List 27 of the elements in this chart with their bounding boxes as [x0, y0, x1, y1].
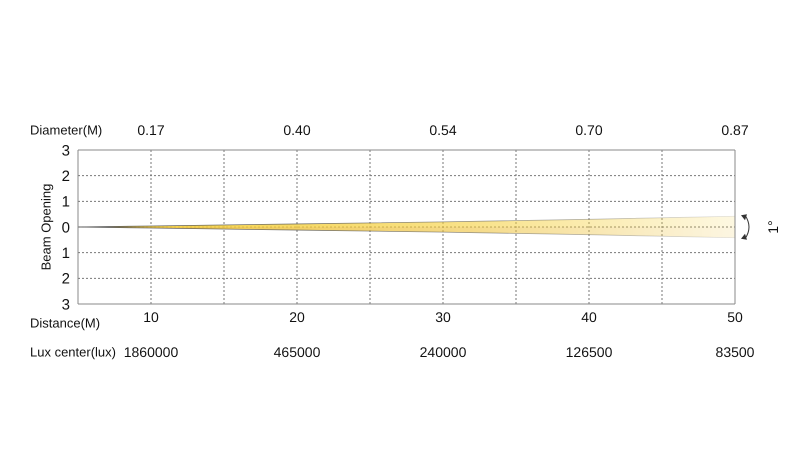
y-tick-label: 2	[62, 168, 70, 185]
text: 83500	[716, 344, 755, 360]
y-tick-label: 3	[62, 142, 70, 160]
y-tick-label: 1	[62, 244, 70, 262]
x-tick-label: 50	[727, 308, 743, 325]
y-tick-label: 2	[62, 270, 70, 288]
y-axis-title: Beam Opening	[38, 184, 54, 270]
x-tick-label: 40	[581, 308, 597, 325]
text: 126500	[566, 344, 613, 360]
x-tick-label: 10	[143, 308, 159, 325]
x-axis-title: Distance(M)	[30, 316, 100, 330]
text: 465000	[274, 344, 321, 360]
text: 1°	[765, 220, 781, 234]
y-tick-label: 3	[62, 296, 70, 314]
x-tick-label: 20	[289, 308, 305, 325]
text: Diameter(M)	[30, 122, 102, 138]
text: 0.17	[137, 122, 165, 138]
text: 0.70	[575, 122, 603, 138]
text: 0.40	[283, 122, 311, 138]
y-tick-label: 0	[62, 219, 70, 236]
text: 0.87	[721, 122, 749, 138]
text: 0.54	[429, 122, 457, 138]
text: 240000	[420, 344, 467, 360]
x-tick-label: 30	[435, 308, 451, 325]
y-tick-label: 1	[62, 194, 70, 211]
text: 1860000	[124, 344, 178, 360]
text: Lux center(lux)	[30, 344, 116, 360]
